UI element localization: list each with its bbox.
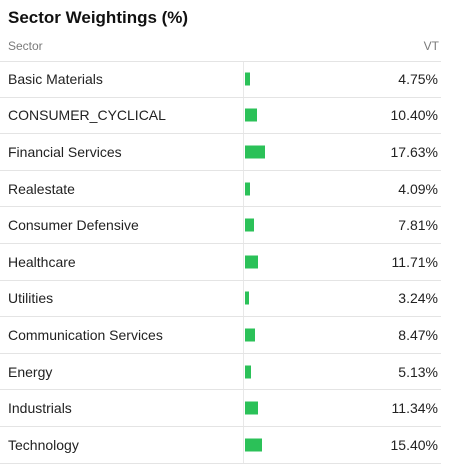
weight-bar xyxy=(245,72,250,86)
sector-name: Communication Services xyxy=(8,326,163,343)
weight-bar xyxy=(245,182,250,196)
bar-cell xyxy=(243,280,249,317)
sector-row: CONSUMER_CYCLICAL 10.40% xyxy=(0,97,441,135)
sector-row: Financial Services 17.63% xyxy=(0,134,441,171)
sector-name: Utilities xyxy=(8,290,54,307)
bar-cell xyxy=(243,426,262,463)
weight-value: 17.63% xyxy=(390,143,438,160)
bar-cell xyxy=(243,317,255,353)
sector-name: Industrials xyxy=(8,400,72,417)
weight-value: 8.47% xyxy=(398,326,438,343)
weight-bar xyxy=(245,401,258,415)
bar-cell xyxy=(243,170,250,207)
sector-weightings-table: Basic Materials 4.75% CONSUMER_CYCLICAL 10.… xyxy=(0,61,441,464)
sector-row: Communication Services 8.47% xyxy=(0,317,441,354)
weight-bar xyxy=(245,145,265,159)
sector-name: Technology xyxy=(8,436,79,453)
weight-bar xyxy=(245,328,255,342)
bar-cell xyxy=(243,207,254,243)
bar-cell xyxy=(243,97,257,134)
sector-name: Financial Services xyxy=(8,143,122,160)
weight-value: 5.13% xyxy=(398,363,438,380)
sector-name: CONSUMER_CYCLICAL xyxy=(8,107,166,124)
weight-bar xyxy=(245,438,262,452)
weight-bar xyxy=(245,218,254,232)
weight-bar xyxy=(245,108,257,122)
weight-bar xyxy=(245,291,249,305)
sector-row: Energy 5.13% xyxy=(0,353,441,391)
weight-value: 7.81% xyxy=(398,217,438,234)
sector-name: Energy xyxy=(8,363,53,380)
sector-row: Healthcare 11.71% xyxy=(0,243,441,281)
sector-row: Industrials 11.34% xyxy=(0,390,441,427)
chart-title: Sector Weightings (%) xyxy=(8,8,189,27)
weight-bar xyxy=(245,255,258,269)
weight-value: 3.24% xyxy=(398,290,438,307)
weight-bar xyxy=(245,365,251,379)
bar-cell xyxy=(243,62,250,97)
fund-column-header: VT xyxy=(423,39,439,53)
sector-row: Consumer Defensive 7.81% xyxy=(0,207,441,244)
weight-value: 15.40% xyxy=(390,436,438,453)
sector-column-header: Sector xyxy=(8,39,43,53)
weight-value: 11.71% xyxy=(391,253,438,270)
weight-value: 4.09% xyxy=(398,180,438,197)
sector-row: Basic Materials 4.75% xyxy=(0,61,441,98)
bar-cell xyxy=(243,390,258,426)
sector-name: Consumer Defensive xyxy=(8,217,139,234)
weight-value: 11.34% xyxy=(391,400,438,417)
weight-value: 4.75% xyxy=(398,71,438,88)
bar-cell xyxy=(243,243,258,280)
sector-name: Basic Materials xyxy=(8,71,103,88)
bar-cell xyxy=(243,353,251,390)
sector-row: Utilities 3.24% xyxy=(0,280,441,318)
sector-row: Realestate 4.09% xyxy=(0,170,441,208)
weight-value: 10.40% xyxy=(390,107,438,124)
bar-cell xyxy=(243,134,265,170)
sector-name: Healthcare xyxy=(8,253,76,270)
sector-name: Realestate xyxy=(8,180,75,197)
sector-row: Technology 15.40% xyxy=(0,426,441,464)
